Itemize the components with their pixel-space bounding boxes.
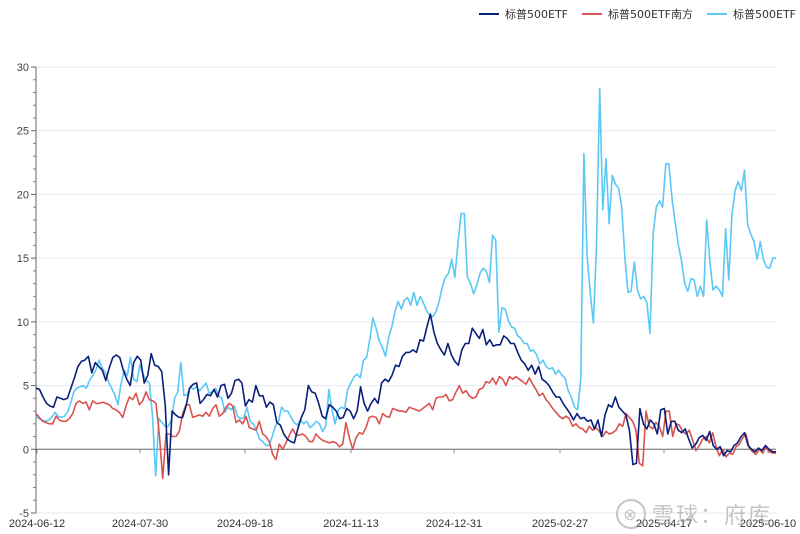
series-line-2 xyxy=(35,87,776,477)
x-tick-label: 2024-12-31 xyxy=(426,518,482,530)
y-tick-label: 30 xyxy=(17,62,29,74)
y-tick-label: -5 xyxy=(19,508,29,520)
legend-line-icon xyxy=(707,13,727,15)
x-tick-label: 2025-04-17 xyxy=(636,518,692,530)
x-tick-label: 2024-11-13 xyxy=(323,518,378,530)
y-tick-label: 0 xyxy=(23,444,29,456)
y-tick-label: 20 xyxy=(17,189,29,201)
x-tick-label: 2024-07-30 xyxy=(112,518,168,530)
x-tick-label: 2024-09-18 xyxy=(217,518,273,530)
legend: 标普500ETF 标普500ETF南方 标普500ETF xyxy=(479,6,796,22)
legend-line-icon xyxy=(582,13,602,15)
watermark-text: 雪球：府库 xyxy=(651,504,772,529)
watermark: ⊗ 雪球：府库 xyxy=(615,498,772,530)
legend-label: 标普500ETF xyxy=(733,8,796,21)
legend-item-sp500etf-nanfang[interactable]: 标普500ETF南方 xyxy=(582,6,693,22)
series-lines xyxy=(35,87,776,480)
legend-label: 标普500ETF南方 xyxy=(608,8,693,21)
xueqiu-logo-icon: ⊗ xyxy=(615,499,646,529)
series-line-1 xyxy=(35,375,776,480)
y-axis: -5 0 5 10 15 20 25 30 xyxy=(17,62,37,520)
y-tick-label: 15 xyxy=(17,253,29,265)
series-line-0 xyxy=(35,313,776,476)
x-tick-label: 2024-06-12 xyxy=(9,518,65,530)
legend-line-icon xyxy=(479,13,499,15)
legend-item-sp500etf-2[interactable]: 标普500ETF xyxy=(707,6,796,22)
legend-item-sp500etf[interactable]: 标普500ETF xyxy=(479,6,568,22)
y-tick-label: 5 xyxy=(23,381,29,393)
y-tick-label: 10 xyxy=(17,317,29,329)
y-tick-label: 25 xyxy=(17,126,29,138)
x-axis: 2024-06-12 2024-07-30 2024-09-18 2024-11-13… xyxy=(9,448,796,530)
x-tick-label: 2025-06-10 xyxy=(740,518,796,530)
x-tick-label: 2025-02-27 xyxy=(532,518,588,530)
grid-lines xyxy=(36,66,776,514)
legend-label: 标普500ETF xyxy=(505,8,568,21)
